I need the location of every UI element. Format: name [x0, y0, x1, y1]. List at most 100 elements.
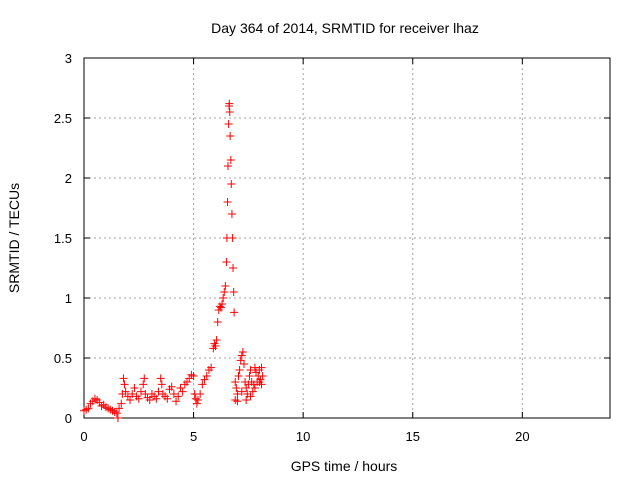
y-axis-label: SRMTID / TECUs — [6, 183, 22, 293]
data-point-plus-marker — [228, 234, 237, 242]
data-point-plus-marker — [192, 399, 201, 408]
data-point-plus-marker — [236, 356, 245, 365]
data-point-plus-marker — [136, 387, 145, 396]
data-point-plus-marker — [121, 387, 130, 396]
data-point-plus-marker — [167, 382, 176, 391]
data-point-plus-marker — [126, 396, 135, 404]
data-point-plus-marker — [152, 394, 161, 403]
data-point-plus-marker — [233, 390, 242, 398]
data-point-plus-marker — [120, 380, 129, 389]
data-point-plus-marker — [237, 351, 246, 360]
data-point-plus-marker — [225, 99, 234, 108]
data-point-plus-marker — [257, 363, 266, 372]
data-point-plus-marker — [115, 404, 124, 413]
data-point-plus-marker — [230, 308, 239, 317]
data-point-plus-marker — [229, 264, 238, 272]
x-tick-label: 10 — [296, 429, 310, 444]
data-point-plus-marker — [227, 210, 236, 218]
x-tick-label: 20 — [515, 429, 529, 444]
data-point-plus-marker — [187, 370, 196, 379]
data-point-plus-marker — [225, 108, 234, 116]
data-point-plus-marker — [178, 387, 187, 396]
data-point-plus-marker — [223, 198, 232, 206]
data-point-plus-marker — [134, 394, 143, 403]
y-tick-labels: 0 0.5 1 1.5 2 2.5 3 — [54, 51, 72, 426]
y-tick-label: 1 — [65, 291, 72, 306]
data-point-plus-marker — [250, 384, 259, 392]
data-point-plus-marker — [139, 380, 148, 389]
data-point-plus-marker — [242, 384, 251, 392]
data-point-plus-marker — [140, 374, 149, 383]
data-point-plus-marker — [231, 378, 240, 386]
data-point-plus-marker — [226, 132, 235, 140]
data-point-plus-marker — [172, 397, 181, 406]
data-point-plus-marker — [189, 372, 198, 380]
x-tick-label: 0 — [80, 429, 87, 444]
data-point-plus-marker — [169, 390, 178, 398]
data-point-plus-marker — [128, 390, 137, 398]
data-point-plus-marker — [198, 380, 207, 389]
data-point-plus-marker — [224, 120, 233, 128]
data-point-plus-marker — [113, 414, 122, 422]
data-point-plus-marker — [193, 396, 202, 404]
data-point-plus-marker — [117, 399, 126, 408]
data-points — [80, 99, 267, 422]
data-point-plus-marker — [222, 258, 231, 266]
data-point-plus-marker — [207, 363, 216, 372]
data-point-plus-marker — [212, 336, 221, 344]
data-point-plus-marker — [246, 366, 255, 374]
data-point-plus-marker — [231, 396, 240, 404]
data-point-plus-marker — [258, 372, 267, 380]
y-tick-label: 2.5 — [54, 111, 72, 126]
data-point-plus-marker — [174, 392, 183, 401]
data-point-plus-marker — [233, 397, 242, 406]
data-point-plus-marker — [130, 384, 139, 392]
data-point-plus-marker — [145, 396, 154, 404]
data-point-plus-marker — [191, 394, 200, 403]
data-point-plus-marker — [227, 180, 236, 188]
data-point-plus-marker — [163, 394, 172, 403]
data-point-plus-marker — [255, 378, 264, 386]
data-point-plus-marker — [237, 387, 246, 396]
data-point-plus-marker — [229, 288, 238, 296]
data-point-plus-marker — [246, 392, 255, 401]
data-point-plus-marker — [196, 390, 205, 398]
data-point-plus-marker — [82, 405, 91, 414]
data-point-plus-marker — [84, 404, 93, 413]
x-tick-label: 5 — [190, 429, 197, 444]
x-axis-label: GPS time / hours — [291, 458, 398, 474]
y-tick-label: 2 — [65, 171, 72, 186]
data-point-plus-marker — [156, 374, 165, 383]
grid-lines — [84, 58, 610, 418]
axis-ticks — [83, 57, 610, 419]
data-point-plus-marker — [223, 162, 232, 170]
y-tick-label: 3 — [65, 51, 72, 66]
data-point-plus-marker — [176, 384, 185, 392]
y-tick-label: 0.5 — [54, 351, 72, 366]
data-point-plus-marker — [235, 366, 244, 374]
data-point-plus-marker — [157, 380, 166, 389]
data-point-plus-marker — [154, 387, 163, 396]
x-tick-label: 15 — [406, 429, 420, 444]
data-point-plus-marker — [221, 282, 230, 290]
data-point-plus-marker — [200, 375, 209, 384]
data-point-plus-marker — [213, 318, 222, 326]
data-point-plus-marker — [218, 300, 227, 308]
data-point-plus-marker — [234, 372, 243, 380]
data-point-plus-marker — [245, 372, 254, 380]
data-point-plus-marker — [211, 342, 220, 350]
data-point-plus-marker — [242, 396, 251, 404]
data-point-plus-marker — [226, 156, 235, 164]
y-tick-label: 0 — [65, 411, 72, 426]
data-point-plus-marker — [202, 372, 211, 380]
data-point-plus-marker — [220, 288, 229, 296]
data-point-plus-marker — [119, 374, 128, 383]
data-point-plus-marker — [112, 409, 121, 418]
data-point-plus-marker — [239, 360, 248, 368]
data-point-plus-marker — [232, 384, 241, 392]
data-point-plus-marker — [219, 294, 228, 302]
data-point-plus-marker — [238, 348, 247, 356]
data-point-plus-marker — [216, 303, 225, 312]
plot-frame — [83, 57, 611, 419]
